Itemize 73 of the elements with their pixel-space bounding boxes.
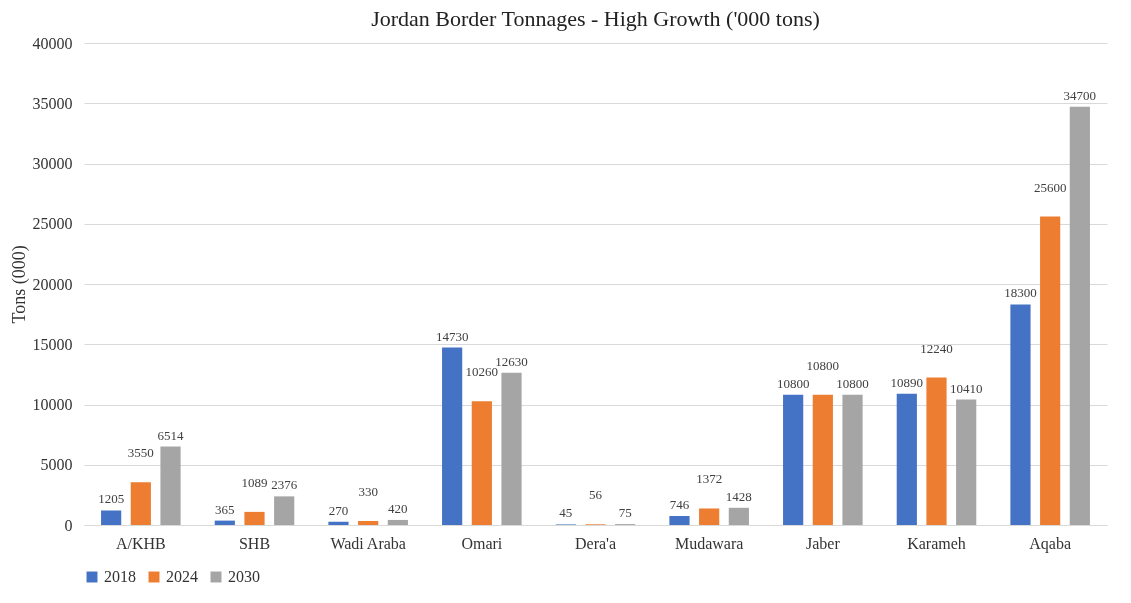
x-tick-label: A/KHB: [115, 534, 166, 552]
data-label: 1089: [241, 474, 268, 490]
data-label: 6514: [157, 427, 185, 443]
bar: [783, 394, 804, 525]
bar: [812, 394, 833, 525]
data-label: 10800: [776, 375, 810, 391]
x-tick-label: Wadi Araba: [330, 534, 406, 552]
data-label: 3550: [127, 445, 154, 461]
bar: [244, 511, 265, 525]
legend-label: 2030: [228, 568, 260, 585]
bar: [358, 521, 379, 525]
data-label: 1428: [725, 488, 752, 504]
data-label: 25600: [1033, 179, 1067, 195]
y-tick-label: 35000: [32, 94, 73, 112]
data-label: 330: [358, 484, 378, 500]
data-label: 365: [215, 501, 235, 517]
data-label: 2376: [271, 477, 298, 493]
bar: [699, 508, 720, 525]
data-label: 34700: [1063, 87, 1097, 103]
y-tick-label: 0: [64, 516, 73, 534]
bar: [956, 399, 977, 525]
y-tick-label: 30000: [32, 155, 73, 172]
y-tick-label: 15000: [32, 335, 73, 353]
bar: [101, 510, 122, 525]
data-label: 10890: [890, 374, 924, 390]
bar: [1069, 106, 1090, 525]
bar: [669, 516, 690, 525]
x-tick-label: Mudawara: [674, 534, 744, 552]
bar: [896, 393, 917, 525]
chart-title: Jordan Border Tonnages - High Growth ('000 tons): [371, 6, 820, 31]
x-tick-label: Omari: [461, 534, 503, 552]
x-tick-label: Dera'a: [574, 534, 617, 552]
data-label: 420: [388, 500, 408, 516]
data-label: 10410: [949, 380, 983, 396]
y-tick-label: 40000: [32, 34, 73, 52]
data-label: 12240: [920, 340, 953, 356]
x-tick-label: SHB: [238, 534, 271, 552]
x-tick-label: Karameh: [907, 534, 966, 552]
bar: [842, 394, 863, 525]
data-label: 12630: [495, 353, 528, 369]
legend-label: 2018: [104, 568, 136, 585]
bar: [1040, 216, 1061, 525]
data-label: 18300: [1004, 285, 1037, 301]
bar: [471, 401, 492, 525]
x-tick-label: Aqaba: [1029, 534, 1072, 553]
y-tick-label: 10000: [32, 396, 73, 413]
bar: [387, 519, 408, 525]
bar: [442, 347, 463, 525]
data-label: 746: [669, 497, 690, 513]
bar: [214, 520, 235, 525]
legend-label: 2024: [166, 568, 198, 585]
bar: [728, 507, 749, 525]
bar: [328, 521, 349, 525]
bar: [501, 372, 522, 525]
bar: [926, 377, 947, 525]
data-label: 14730: [435, 328, 469, 344]
data-label: 10800: [806, 357, 840, 373]
bar: [1010, 304, 1031, 525]
y-tick-label: 5000: [40, 456, 73, 474]
x-tick-label: Jaber: [805, 534, 841, 552]
bar: [160, 446, 181, 525]
data-label: 1372: [696, 471, 723, 487]
y-tick-label: 25000: [32, 215, 73, 233]
data-label: 45: [559, 505, 573, 521]
data-label: 10800: [836, 375, 869, 391]
bar: [274, 496, 295, 525]
data-label: 1205: [98, 491, 125, 507]
data-label: 270: [328, 502, 349, 518]
data-label: 75: [618, 505, 632, 521]
y-tick-label: 20000: [32, 275, 73, 293]
bar: [130, 482, 151, 525]
y-axis-title: Tons (000): [8, 245, 30, 324]
data-label: 56: [589, 487, 603, 503]
